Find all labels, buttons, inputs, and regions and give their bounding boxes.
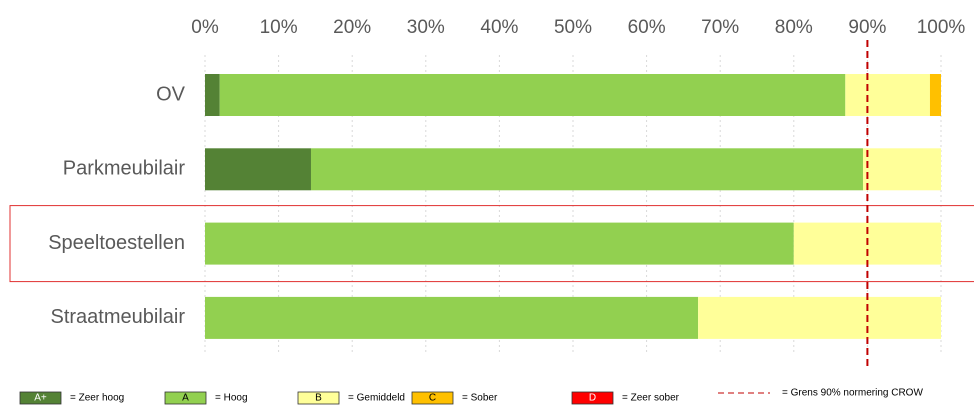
- bar-segment: [698, 296, 941, 339]
- legend-swatch: [297, 391, 340, 405]
- x-tick-label: 20%: [333, 17, 371, 38]
- x-tick-label: 80%: [775, 17, 813, 38]
- legend-key: D: [589, 393, 596, 404]
- bar-segment: [205, 74, 220, 116]
- bar-segment: [205, 148, 311, 191]
- legend-label: = Grens 90% normering CROW: [782, 388, 923, 399]
- legend-key: C: [429, 393, 436, 404]
- bar-segment: [862, 148, 941, 191]
- bar-segment: [205, 222, 794, 265]
- bar-segment: [310, 148, 863, 191]
- category-label: Parkmeubilair: [63, 158, 186, 180]
- legend-label: = Sober: [462, 393, 498, 404]
- x-tick-label: 40%: [480, 17, 518, 38]
- x-tick-label: 60%: [628, 17, 666, 38]
- x-tick-label: 10%: [260, 17, 298, 38]
- legend-swatch: [571, 391, 614, 405]
- x-tick-label: 70%: [701, 17, 739, 38]
- category-label: Straatmeubilair: [50, 306, 185, 328]
- legend-label: = Zeer sober: [622, 393, 680, 404]
- legend-label: = Zeer hoog: [70, 393, 124, 404]
- category-label: Speeltoestellen: [48, 232, 185, 254]
- bar-segment: [845, 74, 930, 116]
- highlight-box: [9, 205, 974, 283]
- bar-segment: [205, 296, 699, 339]
- legend-key: B: [315, 393, 322, 404]
- x-tick-label: 90%: [848, 17, 886, 38]
- legend-swatch: [411, 391, 454, 405]
- legend-label: = Hoog: [215, 393, 248, 404]
- bar-segment: [929, 74, 941, 116]
- legend-swatch: [164, 391, 207, 405]
- bar-segment: [219, 74, 846, 116]
- x-tick-label: 50%: [554, 17, 592, 38]
- legend-swatch: [19, 391, 62, 405]
- category-label: OV: [156, 83, 186, 105]
- legend-key: A: [182, 393, 189, 404]
- legend-label: = Gemiddeld: [348, 393, 405, 404]
- x-tick-label: 100%: [917, 17, 966, 38]
- x-tick-label: 0%: [191, 17, 219, 38]
- legend-key: A+: [34, 393, 47, 404]
- x-tick-label: 30%: [407, 17, 445, 38]
